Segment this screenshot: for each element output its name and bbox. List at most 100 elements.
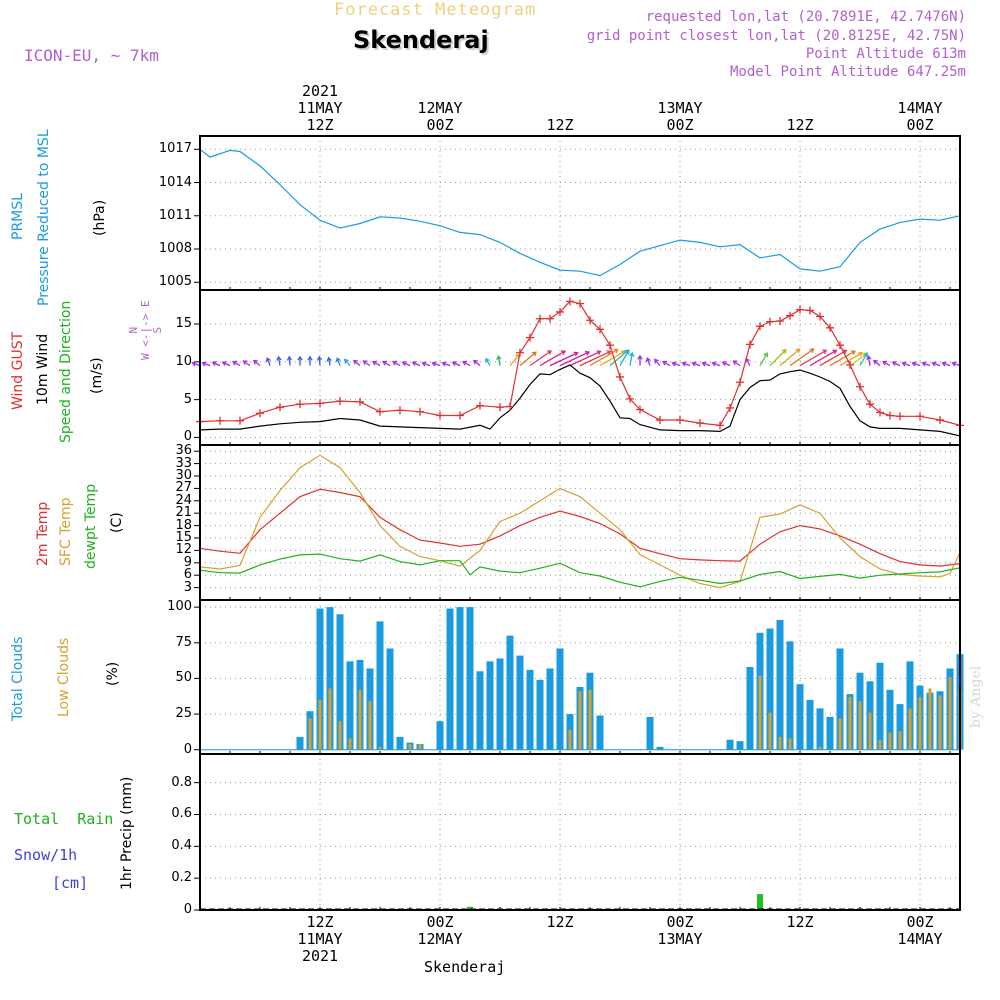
- y-tick-label: 21: [175, 505, 192, 521]
- total-cloud-bar: [436, 721, 444, 750]
- wind-arrow: [932, 362, 941, 367]
- wind-arrow-head: [721, 361, 727, 366]
- gust-marker: [216, 416, 224, 425]
- y-tick-label: 75: [175, 634, 192, 650]
- total-cloud-bar: [316, 608, 324, 750]
- low-cloud-bar: [318, 699, 322, 750]
- wind-arrow-head: [891, 361, 897, 366]
- gust-marker: [586, 316, 594, 325]
- wind-arrow: [722, 361, 731, 367]
- y-tick-label: 36: [175, 443, 192, 459]
- wind-arrow-head: [901, 361, 907, 367]
- clouds-unit-0: (%): [105, 661, 121, 686]
- gust-marker: [296, 400, 304, 409]
- wind-arrow-head: [252, 359, 258, 365]
- y-tick-label: 5: [183, 391, 192, 407]
- wind-arrow-head: [265, 356, 271, 363]
- wind-arrow-head: [711, 361, 717, 367]
- temp-2m-label-0: 2m Temp: [35, 501, 51, 566]
- wind-arrow: [819, 349, 847, 367]
- gust-marker: [796, 305, 804, 314]
- wind-arrow: [873, 359, 881, 367]
- bottom-time-label: 12Z 11MAY 2021: [297, 913, 343, 965]
- gust-marker: [416, 407, 424, 416]
- top-time-label: 14MAY 00Z: [897, 99, 943, 134]
- y-tick-label: 24: [175, 492, 192, 508]
- gust-marker: [766, 317, 774, 326]
- wind-arrow-head: [863, 352, 869, 358]
- gust-marker: [536, 314, 544, 323]
- temp-dewpt-line: [199, 553, 961, 588]
- wind-arrow-head: [822, 349, 828, 355]
- footer-location: Skenderaj: [424, 958, 506, 976]
- wind-arrow: [769, 349, 787, 367]
- total-cloud-bar: [786, 641, 794, 750]
- low-cloud-bar: [908, 708, 912, 750]
- gust-marker: [376, 407, 384, 416]
- wind-arrow: [529, 350, 552, 367]
- total-cloud-bar: [506, 635, 514, 750]
- wind-arrow: [745, 358, 751, 366]
- wind-arrow: [432, 362, 441, 367]
- wind-arrow: [619, 350, 630, 366]
- wind-arrow-head: [335, 356, 341, 363]
- wind-arrow-head: [911, 361, 917, 367]
- pressure-unit-0: (hPa): [92, 199, 108, 236]
- gust-marker: [776, 317, 784, 325]
- wind-arrow-head: [462, 360, 468, 366]
- watermark: by Angel: [968, 665, 984, 728]
- wind-arrow: [243, 360, 251, 367]
- top-time-label: 12MAY 00Z: [417, 99, 463, 134]
- wind-arrow: [759, 352, 768, 366]
- gust-marker: [936, 416, 944, 425]
- wind-arrow: [809, 349, 837, 367]
- total-cloud-bar: [476, 671, 484, 750]
- gust-marker: [556, 307, 564, 316]
- wind-arrow-head: [763, 352, 769, 358]
- wind-arrow: [497, 356, 501, 366]
- wind-arrow-head: [472, 359, 478, 365]
- gust-marker: [566, 297, 574, 306]
- wind-arrow: [452, 361, 461, 367]
- y-tick-label: 50: [175, 670, 192, 686]
- wind-arrow-head: [671, 361, 677, 367]
- faint-title: Forecast Meteogram: [334, 0, 537, 20]
- wind-arrow: [392, 361, 401, 367]
- gust-marker: [496, 403, 504, 412]
- wind-arrow: [859, 352, 868, 366]
- wind-arrow-head: [286, 355, 293, 361]
- wind-arrow: [799, 349, 827, 367]
- wind-arrow-head: [573, 351, 579, 357]
- wind-arrow: [519, 351, 537, 367]
- low-cloud-bar: [308, 718, 312, 750]
- total-cloud-bar: [296, 736, 304, 750]
- wind-arrow-head: [882, 360, 888, 366]
- wind-arrow-head: [441, 361, 447, 367]
- gust-marker: [886, 411, 894, 420]
- wind-arrow: [892, 361, 901, 367]
- wind-arrow-head: [326, 356, 332, 362]
- wind-arrow: [336, 357, 341, 366]
- total-cloud-bar: [396, 736, 404, 750]
- wind-arrow: [922, 362, 931, 367]
- wind-arrow: [288, 356, 291, 366]
- total-cloud-bar: [896, 704, 904, 750]
- bottom-time-label: 00Z 13MAY: [657, 913, 703, 948]
- wind-arrow-head: [872, 359, 878, 365]
- wind-arrow: [344, 359, 351, 367]
- wind-arrow: [363, 360, 371, 367]
- gust-marker: [856, 382, 864, 391]
- wind-arrow: [867, 356, 871, 366]
- wind-arrow-head: [485, 357, 490, 363]
- wind-arrow-head: [781, 348, 787, 354]
- y-tick-label: 15: [175, 530, 192, 545]
- panel-frame: [199, 135, 961, 291]
- low-cloud-bar: [758, 675, 762, 750]
- wind-arrow: [569, 350, 601, 367]
- total-cloud-bar: [346, 661, 354, 750]
- precip-unit-0: 1hr Precip (mm): [119, 776, 135, 890]
- bottom-time-label: 00Z 14MAY: [897, 913, 943, 948]
- gust-marker: [866, 400, 874, 409]
- wind-arrow: [327, 357, 331, 366]
